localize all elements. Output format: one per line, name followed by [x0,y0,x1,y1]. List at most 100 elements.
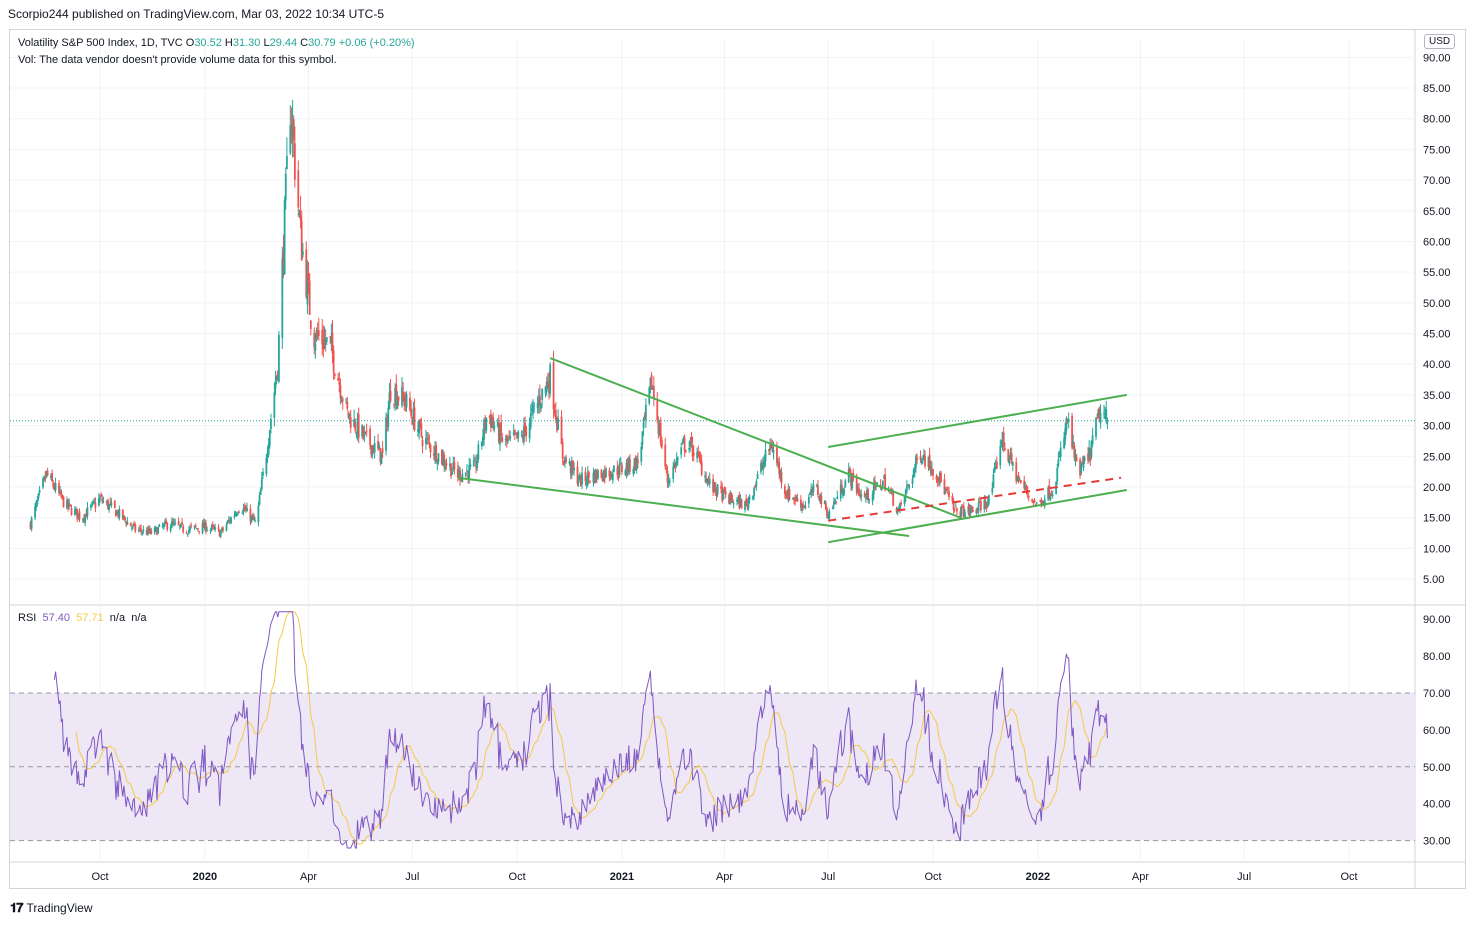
candle-body [1096,417,1099,419]
candle-body [666,470,669,483]
candle-body [292,119,295,140]
candle-body [115,509,117,517]
candle-body [117,510,120,518]
candle-body [819,493,822,503]
candle-body [833,502,835,506]
rsi-name[interactable]: RSI [18,612,37,624]
candle-body [675,458,678,466]
candle-body [401,387,403,406]
candle-body [504,438,507,441]
candle-body [553,410,556,414]
candle-body [1057,458,1060,466]
candle-body [794,500,797,502]
candle-body [140,528,142,532]
footer-brand[interactable]: 𝟏𝟕 TradingView [10,900,93,916]
candle-body [847,468,850,483]
candle-body [1040,499,1043,507]
currency-badge[interactable]: USD [1424,34,1456,49]
candle-body [298,212,301,215]
candle-body [529,413,532,427]
candle-body [585,483,588,485]
candle-body [419,419,422,426]
candle-body [872,483,875,495]
candle-body [409,397,411,410]
candle-body [913,467,916,472]
candle-body [273,392,276,418]
time-tick-label: 2022 [1026,871,1050,883]
candle-body [58,483,60,493]
candle-body [825,503,827,510]
candle-body [35,502,38,508]
candle-body [927,456,930,468]
candle-body [30,517,33,529]
candle-body [201,523,204,534]
candle-body [397,396,400,401]
candle-body [968,504,971,516]
price-tick-label: 10.00 [1423,543,1451,555]
candle-body [840,485,843,494]
candle-body [491,420,493,428]
candle-body [60,491,63,497]
candle-body [1010,453,1013,464]
candle-body [394,387,397,404]
candle-body [804,506,807,508]
candle-body [385,417,387,451]
rsi-na-1: n/a [109,612,126,624]
candle-body [739,499,742,508]
rising-channel-upper-line [828,393,1127,449]
candle-body [203,521,206,530]
candle-body [744,500,746,510]
candle-body [603,469,606,479]
candle-body [483,419,485,440]
candle-body [659,422,662,444]
candle-body [289,125,292,154]
candle-body [505,434,508,442]
candle-body [580,475,582,487]
candle-body [586,473,589,486]
candle-body [474,460,476,462]
symbol-name[interactable]: Volatility S&P 500 Index, 1D, TVC [18,37,183,49]
candle-body [617,472,620,476]
candle-body [339,385,342,399]
candle-body [592,472,595,483]
candle-body [485,418,488,431]
candle-body [209,529,212,531]
candle-body [146,528,149,534]
candle-body [1089,451,1092,461]
candle-body [93,502,96,504]
candle-body [225,524,228,531]
candle-body [450,463,452,477]
candle-body [74,509,76,515]
candle-body [1041,500,1044,505]
candle-body [786,494,789,499]
candle-body [157,527,160,534]
candle-body [84,514,87,523]
candle-body [129,522,132,527]
candle-body [301,251,304,256]
candle-body [589,480,591,482]
candle-body [923,454,925,460]
candle-body [107,500,109,510]
candle-body [181,522,183,525]
candle-body [548,381,550,393]
candle-body [43,476,46,481]
candle-body [205,523,207,532]
candle-body [763,461,766,465]
candle-body [468,464,471,479]
price-tick-label: 35.00 [1423,390,1451,402]
candle-body [994,462,997,465]
candle-body [915,456,917,468]
candle-body [738,495,741,509]
candle-body [887,490,890,492]
candle-body [611,473,614,480]
candle-body [907,484,909,486]
candle-body [780,472,783,484]
candle-body [541,388,544,400]
candle-body [37,493,40,499]
candle-body [515,432,517,434]
time-tick-label: Apr [300,871,317,883]
candle-body [664,444,667,467]
candle-body [712,478,715,493]
candle-body [517,431,520,439]
